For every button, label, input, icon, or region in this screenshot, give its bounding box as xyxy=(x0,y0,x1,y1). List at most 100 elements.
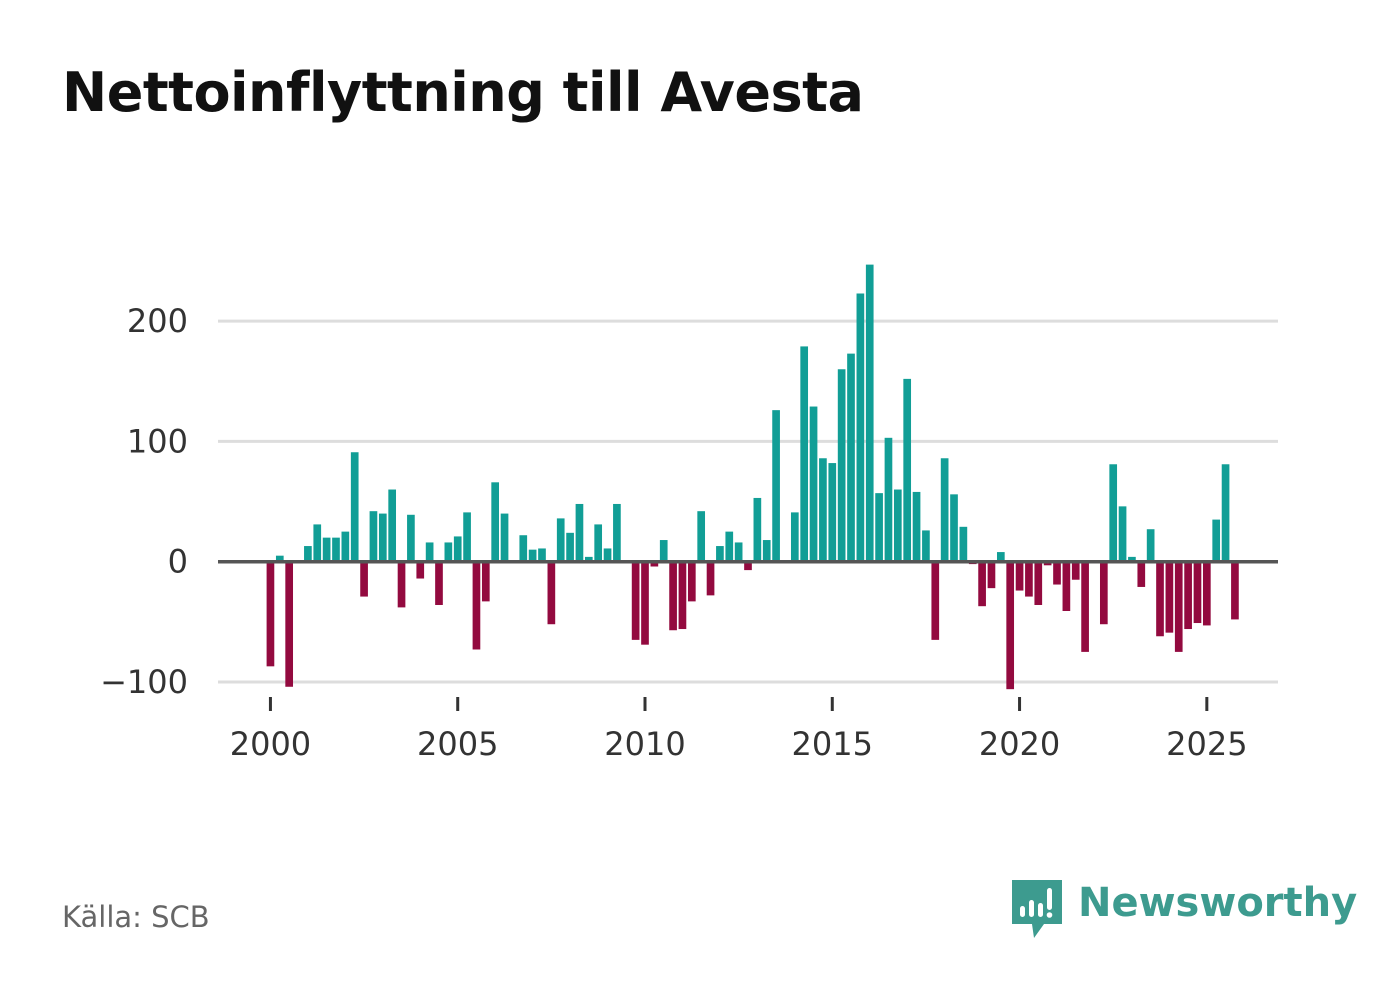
x-tick-label: 2005 xyxy=(417,725,498,763)
bar xyxy=(613,503,621,562)
bar xyxy=(528,549,537,562)
bar xyxy=(716,546,724,562)
newsworthy-logo-text: Newsworthy xyxy=(1078,880,1358,926)
newsworthy-logo: Newsworthy xyxy=(1010,878,1357,942)
bar xyxy=(1221,464,1230,562)
bar xyxy=(1025,561,1033,597)
bar xyxy=(1146,529,1155,562)
bar xyxy=(800,346,809,562)
bar xyxy=(837,369,846,562)
bar xyxy=(996,552,1005,562)
bar xyxy=(1156,561,1164,637)
x-tick-label: 2015 xyxy=(792,725,873,763)
bar xyxy=(1202,561,1211,626)
y-tick-label: 200 xyxy=(127,302,188,340)
bar xyxy=(435,561,443,605)
bar xyxy=(1015,561,1024,591)
bar xyxy=(1043,561,1052,566)
bar xyxy=(360,561,368,597)
bar xyxy=(950,494,958,562)
bar xyxy=(594,524,603,562)
bar xyxy=(856,293,865,562)
bar xyxy=(1118,506,1127,562)
bar xyxy=(416,561,425,579)
bar xyxy=(332,537,340,562)
bar xyxy=(491,482,500,562)
bar xyxy=(266,561,275,667)
bar xyxy=(1174,561,1183,652)
bar xyxy=(584,556,593,562)
bar xyxy=(425,542,434,562)
bar xyxy=(1109,464,1118,562)
x-tick-label: 2020 xyxy=(979,725,1060,763)
bar xyxy=(407,514,415,562)
bar xyxy=(687,561,696,602)
bar xyxy=(472,561,481,650)
bar xyxy=(1231,561,1239,620)
bar xyxy=(819,458,827,562)
chart-title: Nettoinflyttning till Avesta xyxy=(62,61,864,124)
bar xyxy=(790,512,799,562)
bar xyxy=(978,561,986,607)
gridlines xyxy=(218,319,1278,684)
bar xyxy=(350,452,359,562)
bar xyxy=(1137,561,1146,587)
bar xyxy=(678,561,687,630)
bar xyxy=(706,561,715,596)
bar xyxy=(809,406,818,562)
x-tick-label: 2010 xyxy=(604,725,685,763)
bar xyxy=(566,532,574,562)
bar xyxy=(1128,556,1136,562)
bar xyxy=(940,458,949,562)
bar xyxy=(1053,561,1061,585)
bar xyxy=(575,503,584,562)
bar xyxy=(828,463,837,562)
bar xyxy=(669,561,677,631)
y-tick-label: −100 xyxy=(100,663,188,701)
bar xyxy=(884,437,893,562)
axes: −100 0 100 200 2000 2005 2010 2015 2020 2025 xyxy=(100,302,1278,763)
bar xyxy=(378,513,387,562)
newsworthy-logo-icon xyxy=(1012,880,1062,938)
bar xyxy=(725,531,734,562)
bar xyxy=(1193,561,1202,624)
bar xyxy=(1099,561,1108,625)
y-tick-label: 100 xyxy=(127,422,188,460)
bar xyxy=(912,491,921,562)
bar xyxy=(641,561,649,645)
bar xyxy=(1062,561,1071,611)
bar xyxy=(369,511,378,562)
bar xyxy=(753,497,762,562)
x-tick-label: 2025 xyxy=(1166,725,1247,763)
bar xyxy=(847,353,855,562)
bar xyxy=(1081,561,1089,652)
bar xyxy=(959,526,968,562)
bar xyxy=(538,548,546,562)
bar xyxy=(341,531,350,562)
bar xyxy=(603,548,612,562)
bar xyxy=(1034,561,1043,605)
bar xyxy=(893,489,902,562)
bar xyxy=(453,536,462,562)
bar xyxy=(285,561,294,687)
bar xyxy=(481,561,490,602)
bar xyxy=(875,493,883,562)
bar xyxy=(556,518,565,562)
x-tick-label: 2000 xyxy=(230,725,311,763)
bar xyxy=(650,561,659,567)
bar xyxy=(1165,561,1174,633)
bar xyxy=(744,561,752,571)
bar xyxy=(547,561,556,625)
bar xyxy=(463,512,471,562)
bar xyxy=(772,410,780,562)
bar xyxy=(397,561,406,608)
bar xyxy=(762,540,771,562)
bar xyxy=(903,378,912,562)
bar xyxy=(519,535,528,562)
bar xyxy=(500,513,509,562)
y-tick-label: 0 xyxy=(168,543,188,581)
bar xyxy=(659,540,668,562)
bar xyxy=(1071,561,1080,580)
bar xyxy=(275,555,284,562)
